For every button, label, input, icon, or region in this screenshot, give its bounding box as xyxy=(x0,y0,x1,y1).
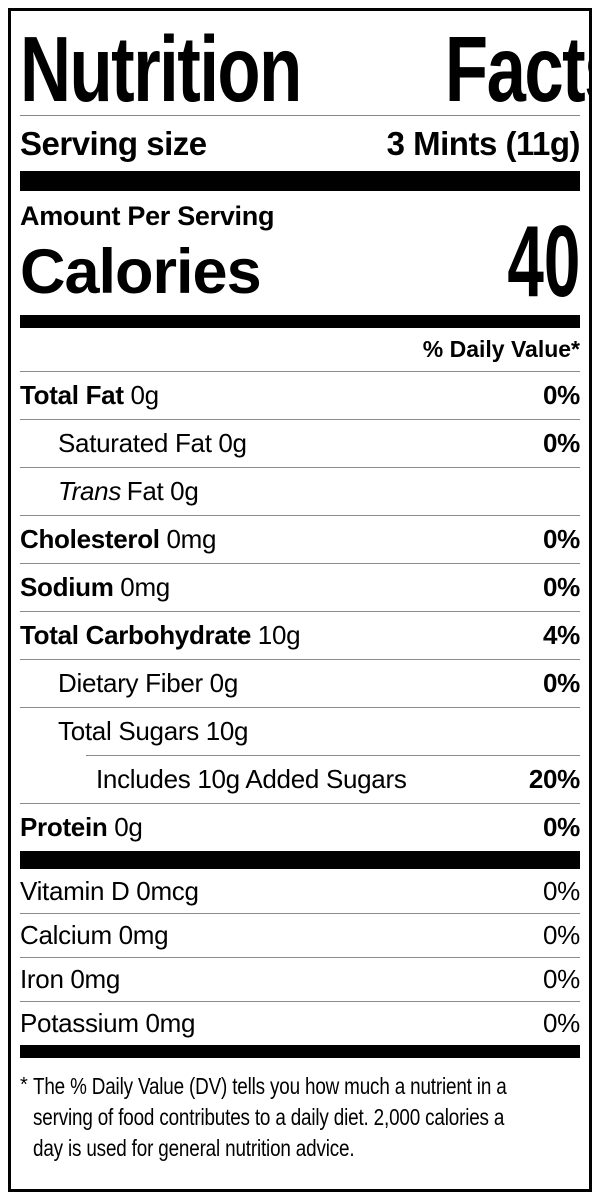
nutrient-row: Saturated Fat 0g 0% xyxy=(20,419,580,467)
nutrient-name-text: Cholesterol xyxy=(20,524,160,554)
nutrient-name: Total Sugars 10g xyxy=(58,716,248,747)
nutrient-name-text: Includes 10g Added Sugars xyxy=(96,763,407,794)
nutrient-amount: 0mg xyxy=(166,524,217,554)
vitamin-name-text: Potassium xyxy=(20,1008,139,1038)
nutrient-name: Trans Fat 0g xyxy=(58,476,199,507)
nutrient-row: Includes 10g Added Sugars 20% xyxy=(20,755,580,803)
nutrient-name-text: Protein xyxy=(20,812,108,842)
nutrient-name: Includes 10g Added Sugars xyxy=(96,764,413,795)
serving-size-row: Serving size 3 Mints (11g) xyxy=(20,116,581,171)
nutrient-daily-value: 0% xyxy=(543,668,580,698)
nutrient-row: Total Fat 0g 0% xyxy=(20,371,580,419)
nutrient-name: Saturated Fat 0g xyxy=(58,428,247,459)
vitamin-name: Calcium 0mg xyxy=(20,920,169,951)
nutrient-name-text: Dietary Fiber xyxy=(58,668,203,698)
vitamin-daily-value: 0% xyxy=(543,1008,580,1038)
nutrient-name: Cholesterol 0mg xyxy=(20,524,216,555)
nutrient-name-text: Total Fat xyxy=(20,380,124,410)
thick-divider xyxy=(20,315,580,328)
nutrient-amount: 0mg xyxy=(120,572,170,602)
nutrient-amount: 0g xyxy=(114,812,143,842)
vitamin-name-text: Vitamin D xyxy=(20,875,130,906)
nutrient-row: Protein 0g 0% xyxy=(20,803,580,851)
nutrient-daily-value: 0% xyxy=(543,572,580,602)
calories-value: 40 xyxy=(506,206,580,319)
vitamin-amount: 0mg xyxy=(70,964,121,994)
vitamin-name: Vitamin D 0mcg xyxy=(20,876,199,907)
nutrient-amount: 0g xyxy=(130,380,159,410)
footnote-text-line: serving of food contributes to a daily d… xyxy=(33,1104,505,1130)
nutrient-name-text: Sodium xyxy=(20,572,114,602)
nutrient-amount: 0g xyxy=(209,668,239,698)
nutrient-row: Trans Fat 0g xyxy=(20,467,580,515)
vitamin-daily-value: 0% xyxy=(543,964,580,994)
nutrient-daily-value: 20% xyxy=(528,763,580,794)
title-word-nutrition: Nutrition xyxy=(20,16,302,121)
vitamin-row: Vitamin D 0mcg 0% xyxy=(20,869,580,913)
nutrient-name-italic: Trans xyxy=(58,476,122,506)
nutrient-name: Sodium 0mg xyxy=(20,572,170,603)
nutrient-name: Dietary Fiber 0g xyxy=(58,668,238,699)
nutrient-name: Protein 0g xyxy=(20,812,143,843)
nutrient-daily-value: 0% xyxy=(543,812,580,842)
vitamin-name: Iron 0mg xyxy=(20,964,120,995)
footnote-text-line: day is used for general nutrition advice… xyxy=(33,1135,355,1161)
footnote-text-line: The % Daily Value (DV) tells you how muc… xyxy=(33,1073,507,1099)
nutrient-name-text: Total Carbohydrate xyxy=(20,620,252,650)
thick-divider xyxy=(20,1045,580,1058)
amount-per-serving-label: Amount Per Serving xyxy=(20,201,275,231)
daily-value-header: % Daily Value* xyxy=(422,336,580,362)
serving-size-label: Serving size xyxy=(20,124,207,162)
nutrient-row: Total Sugars 10g xyxy=(20,707,580,755)
nutrient-name-text: Saturated Fat xyxy=(58,428,212,458)
nutrient-daily-value: 4% xyxy=(543,620,580,650)
nutrient-row: Dietary Fiber 0g 0% xyxy=(20,659,580,707)
nutrient-amount: 10g xyxy=(257,620,301,650)
nutrient-daily-value: 0% xyxy=(543,524,580,554)
calories-label: Calories xyxy=(20,237,262,307)
footnote: * The % Daily Value (DV) tells you how m… xyxy=(20,1058,580,1164)
thick-divider xyxy=(20,851,580,869)
vitamin-amount: 0mg xyxy=(118,920,169,950)
nutrient-row: Cholesterol 0mg 0% xyxy=(20,515,580,563)
nutrient-amount: 10g xyxy=(205,716,249,746)
vitamin-row: Potassium 0mg 0% xyxy=(20,1001,580,1045)
nutrient-amount: 0g xyxy=(170,476,199,506)
vitamin-name: Potassium 0mg xyxy=(20,1008,195,1039)
vitamin-name-text: Iron xyxy=(20,964,64,994)
thin-divider xyxy=(20,115,580,116)
nutrients-section: Total Fat 0g 0% Saturated Fat 0g 0% Trans Fat 0g… xyxy=(20,371,580,851)
vitamin-daily-value: 0% xyxy=(543,875,580,906)
nutrient-name: Total Carbohydrate 10g xyxy=(20,620,301,651)
vitamin-amount: 0mg xyxy=(145,1008,196,1038)
nutrient-name-text: Total Sugars xyxy=(58,716,199,746)
footnote-text: The % Daily Value (DV) tells you how muc… xyxy=(33,1071,589,1164)
nutrition-facts-label: Nutrition Facts Serving size 3 Mints (11… xyxy=(8,8,592,1192)
vitamins-section: Vitamin D 0mcg 0% Calcium 0mg 0% Iron 0mg 0% Pota… xyxy=(20,869,580,1045)
vitamin-row: Calcium 0mg 0% xyxy=(20,913,580,957)
nutrient-name-text: Fat xyxy=(126,476,164,506)
calories-section: Amount Per Serving Calories 40 xyxy=(20,191,580,315)
vitamin-row: Iron 0mg 0% xyxy=(20,957,580,1001)
serving-size-value: 3 Mints (11g) xyxy=(386,124,581,162)
vitamin-name-text: Calcium xyxy=(20,920,112,950)
footnote-asterisk: * xyxy=(20,1074,28,1096)
label-title: Nutrition Facts xyxy=(20,11,589,121)
nutrient-name: Total Fat 0g xyxy=(20,380,159,411)
nutrient-daily-value: 0% xyxy=(543,380,580,410)
nutrient-amount: 0g xyxy=(218,428,247,458)
title-word-facts: Facts xyxy=(445,16,589,121)
vitamin-daily-value: 0% xyxy=(543,920,580,950)
vitamin-amount: 0mcg xyxy=(136,875,199,906)
thick-divider xyxy=(20,171,580,191)
nutrient-row: Sodium 0mg 0% xyxy=(20,563,580,611)
nutrient-row: Total Carbohydrate 10g 4% xyxy=(20,611,580,659)
nutrient-daily-value: 0% xyxy=(543,428,580,458)
